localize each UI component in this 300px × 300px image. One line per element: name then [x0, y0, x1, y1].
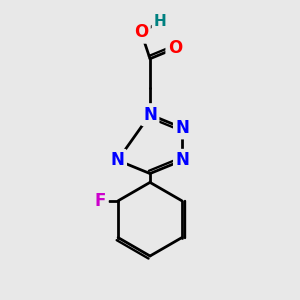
Text: O: O: [134, 23, 148, 41]
Text: N: N: [143, 106, 157, 124]
Text: N: N: [176, 151, 189, 169]
Text: N: N: [176, 119, 189, 137]
Text: F: F: [95, 192, 106, 210]
Text: N: N: [111, 151, 124, 169]
Text: H: H: [154, 14, 167, 29]
Text: O: O: [168, 39, 182, 57]
